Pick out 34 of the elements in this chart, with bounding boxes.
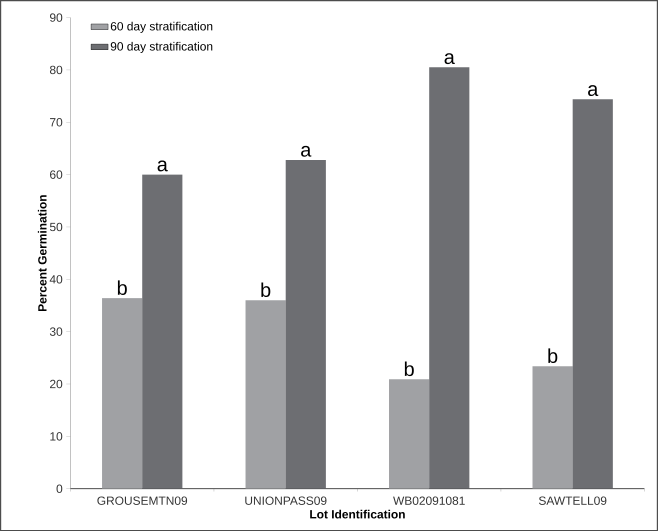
- annotation: a: [444, 53, 455, 64]
- x-tick-label: WB02091081: [393, 496, 465, 505]
- bar: [246, 300, 286, 489]
- y-axis-title: Percent Germination: [38, 195, 47, 311]
- annotation: b: [118, 280, 127, 295]
- legend-label: 60 day stratification: [110, 22, 212, 33]
- annotation: b: [404, 361, 414, 376]
- y-tick-label: 40: [50, 274, 62, 284]
- y-tick-label: 0: [56, 484, 62, 493]
- y-tick-label: 90: [50, 13, 62, 22]
- annotation: a: [301, 146, 312, 157]
- y-tick-label: 70: [50, 118, 62, 126]
- bar: [102, 298, 142, 489]
- annotation: a: [588, 85, 598, 96]
- annotation: b: [261, 282, 270, 297]
- y-tick-label: 80: [50, 66, 62, 74]
- x-tick-label: UNIONPASS09: [245, 496, 326, 505]
- bar: [572, 99, 613, 489]
- x-tick-label: SAWTELL09: [538, 496, 606, 505]
- bar: [429, 67, 470, 489]
- bar: [532, 366, 573, 489]
- y-tick-label: 10: [50, 432, 62, 440]
- annotation: a: [158, 160, 168, 172]
- y-tick-label: 20: [50, 380, 62, 388]
- y-tick-label: 60: [50, 170, 62, 179]
- annotation: b: [548, 348, 558, 363]
- bar: [286, 160, 326, 489]
- y-tick-label: 50: [50, 222, 62, 232]
- x-tick-label: GROUSEMTN09: [97, 496, 188, 505]
- bar: [389, 379, 430, 489]
- bar: [142, 174, 182, 489]
- y-tick-label: 30: [50, 327, 62, 336]
- x-axis-title: Lot Identification: [310, 510, 405, 518]
- legend-label: 90 day stratification: [110, 42, 212, 53]
